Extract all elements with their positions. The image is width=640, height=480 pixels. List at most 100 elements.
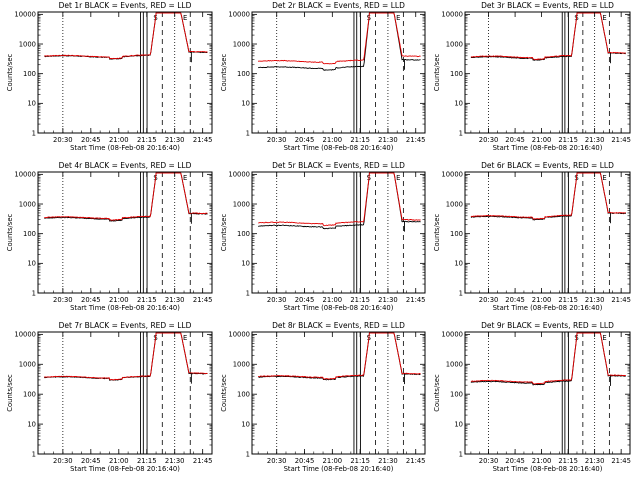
x-tick-label: 21:45	[406, 136, 426, 144]
flag-end: E	[602, 174, 606, 182]
x-tick-label: 20:30	[267, 457, 287, 465]
x-tick-label: 21:15	[137, 136, 157, 144]
y-axis-label: Counts/sec	[433, 54, 441, 92]
y-tick-label: 100	[450, 230, 463, 238]
flag-end: E	[396, 334, 400, 342]
y-tick-label: 100	[237, 230, 250, 238]
x-axis-label: Start Time (08-Feb-08 20:16:40)	[284, 144, 394, 152]
y-tick-label: 10000	[228, 331, 250, 339]
y-tick-label: 1000	[19, 40, 36, 48]
y-axis-label: Counts/sec	[220, 374, 228, 412]
y-axis-label: Counts/sec	[6, 54, 14, 92]
x-tick-label: 20:30	[479, 296, 499, 304]
y-tick-label: 100	[450, 70, 463, 78]
x-tick-label: 21:15	[558, 457, 578, 465]
lld-series-line	[44, 12, 208, 60]
plot-frame	[37, 331, 213, 455]
x-tick-label: 21:00	[323, 457, 343, 465]
plot-frame	[464, 331, 631, 455]
y-tick-label: 10000	[14, 11, 36, 19]
x-axis-label: Start Time (08-Feb-08 20:16:40)	[493, 144, 603, 152]
x-tick-label: 21:00	[109, 136, 129, 144]
plot-frame	[464, 11, 631, 134]
x-axis-label: Start Time (08-Feb-08 20:16:40)	[493, 304, 603, 312]
x-tick-label: 21:45	[611, 457, 631, 465]
x-tick-label: 21:00	[109, 296, 129, 304]
x-tick-label: 21:30	[378, 136, 398, 144]
x-axis-label: Start Time (08-Feb-08 20:16:40)	[284, 465, 394, 473]
x-tick-label: 21:00	[323, 296, 343, 304]
x-tick-label: 21:15	[350, 457, 370, 465]
panel-title: Det 1r BLACK = Events, RED = LLD	[59, 1, 192, 10]
x-tick-label: 20:30	[479, 136, 499, 144]
x-tick-label: 21:30	[165, 457, 185, 465]
panel-title: Det 9r BLACK = Events, RED = LLD	[481, 321, 614, 330]
plot-frame	[251, 331, 426, 455]
x-tick-label: 20:30	[479, 457, 499, 465]
x-tick-label: 20:30	[53, 296, 73, 304]
x-tick-label: 21:30	[585, 136, 605, 144]
plot-frame	[37, 11, 213, 134]
lld-series-line	[257, 12, 421, 65]
x-tick-label: 21:30	[378, 296, 398, 304]
y-axis-label: Counts/sec	[6, 374, 14, 412]
y-tick-label: 100	[23, 390, 36, 398]
x-tick-label: 21:45	[193, 457, 213, 465]
x-tick-label: 21:15	[350, 136, 370, 144]
x-tick-label: 21:45	[611, 296, 631, 304]
flag-end: E	[396, 14, 400, 22]
x-tick-label: 20:45	[505, 296, 525, 304]
x-tick-label: 20:30	[267, 296, 287, 304]
plot-frame	[251, 11, 426, 134]
flag-end: E	[183, 14, 187, 22]
x-tick-label: 21:15	[137, 457, 157, 465]
y-tick-label: 1000	[233, 40, 250, 48]
y-tick-label: 1000	[446, 361, 463, 369]
x-tick-label: 21:15	[350, 296, 370, 304]
y-tick-label: 100	[23, 230, 36, 238]
x-tick-label: 21:30	[378, 457, 398, 465]
y-tick-label: 10000	[441, 331, 463, 339]
y-tick-label: 10	[241, 420, 250, 428]
y-tick-label: 100	[23, 70, 36, 78]
y-tick-label: 1	[246, 450, 250, 458]
y-tick-label: 100	[450, 390, 463, 398]
y-tick-label: 1000	[446, 40, 463, 48]
y-tick-label: 1000	[233, 361, 250, 369]
x-tick-label: 20:45	[81, 296, 101, 304]
lld-series-line	[470, 172, 626, 220]
flag-end: E	[396, 174, 400, 182]
y-tick-label: 10000	[228, 11, 250, 19]
y-axis-label: Counts/sec	[220, 214, 228, 252]
x-tick-label: 21:45	[406, 457, 426, 465]
x-tick-label: 20:45	[295, 457, 315, 465]
y-tick-label: 1000	[19, 361, 36, 369]
y-tick-label: 1000	[233, 200, 250, 208]
y-axis-label: Counts/sec	[220, 54, 228, 92]
plot-frame	[251, 171, 426, 294]
panel-title: Det 2r BLACK = Events, RED = LLD	[272, 1, 405, 10]
plot-frame	[37, 171, 213, 294]
x-tick-label: 21:15	[558, 296, 578, 304]
y-axis-label: Counts/sec	[433, 374, 441, 412]
x-tick-label: 20:45	[505, 136, 525, 144]
x-tick-label: 20:45	[81, 136, 101, 144]
panel-title: Det 3r BLACK = Events, RED = LLD	[481, 1, 614, 10]
panel-title: Det 7r BLACK = Events, RED = LLD	[59, 321, 192, 330]
lld-series-line	[258, 172, 421, 227]
x-tick-label: 21:00	[532, 296, 552, 304]
plot-frame	[464, 171, 631, 294]
lld-series-line	[44, 172, 208, 221]
flag-end: E	[183, 334, 187, 342]
y-tick-label: 1000	[19, 200, 36, 208]
x-tick-label: 20:45	[295, 136, 315, 144]
y-tick-label: 1	[32, 450, 36, 458]
flag-end: E	[183, 174, 187, 182]
panel-title: Det 5r BLACK = Events, RED = LLD	[272, 161, 405, 170]
